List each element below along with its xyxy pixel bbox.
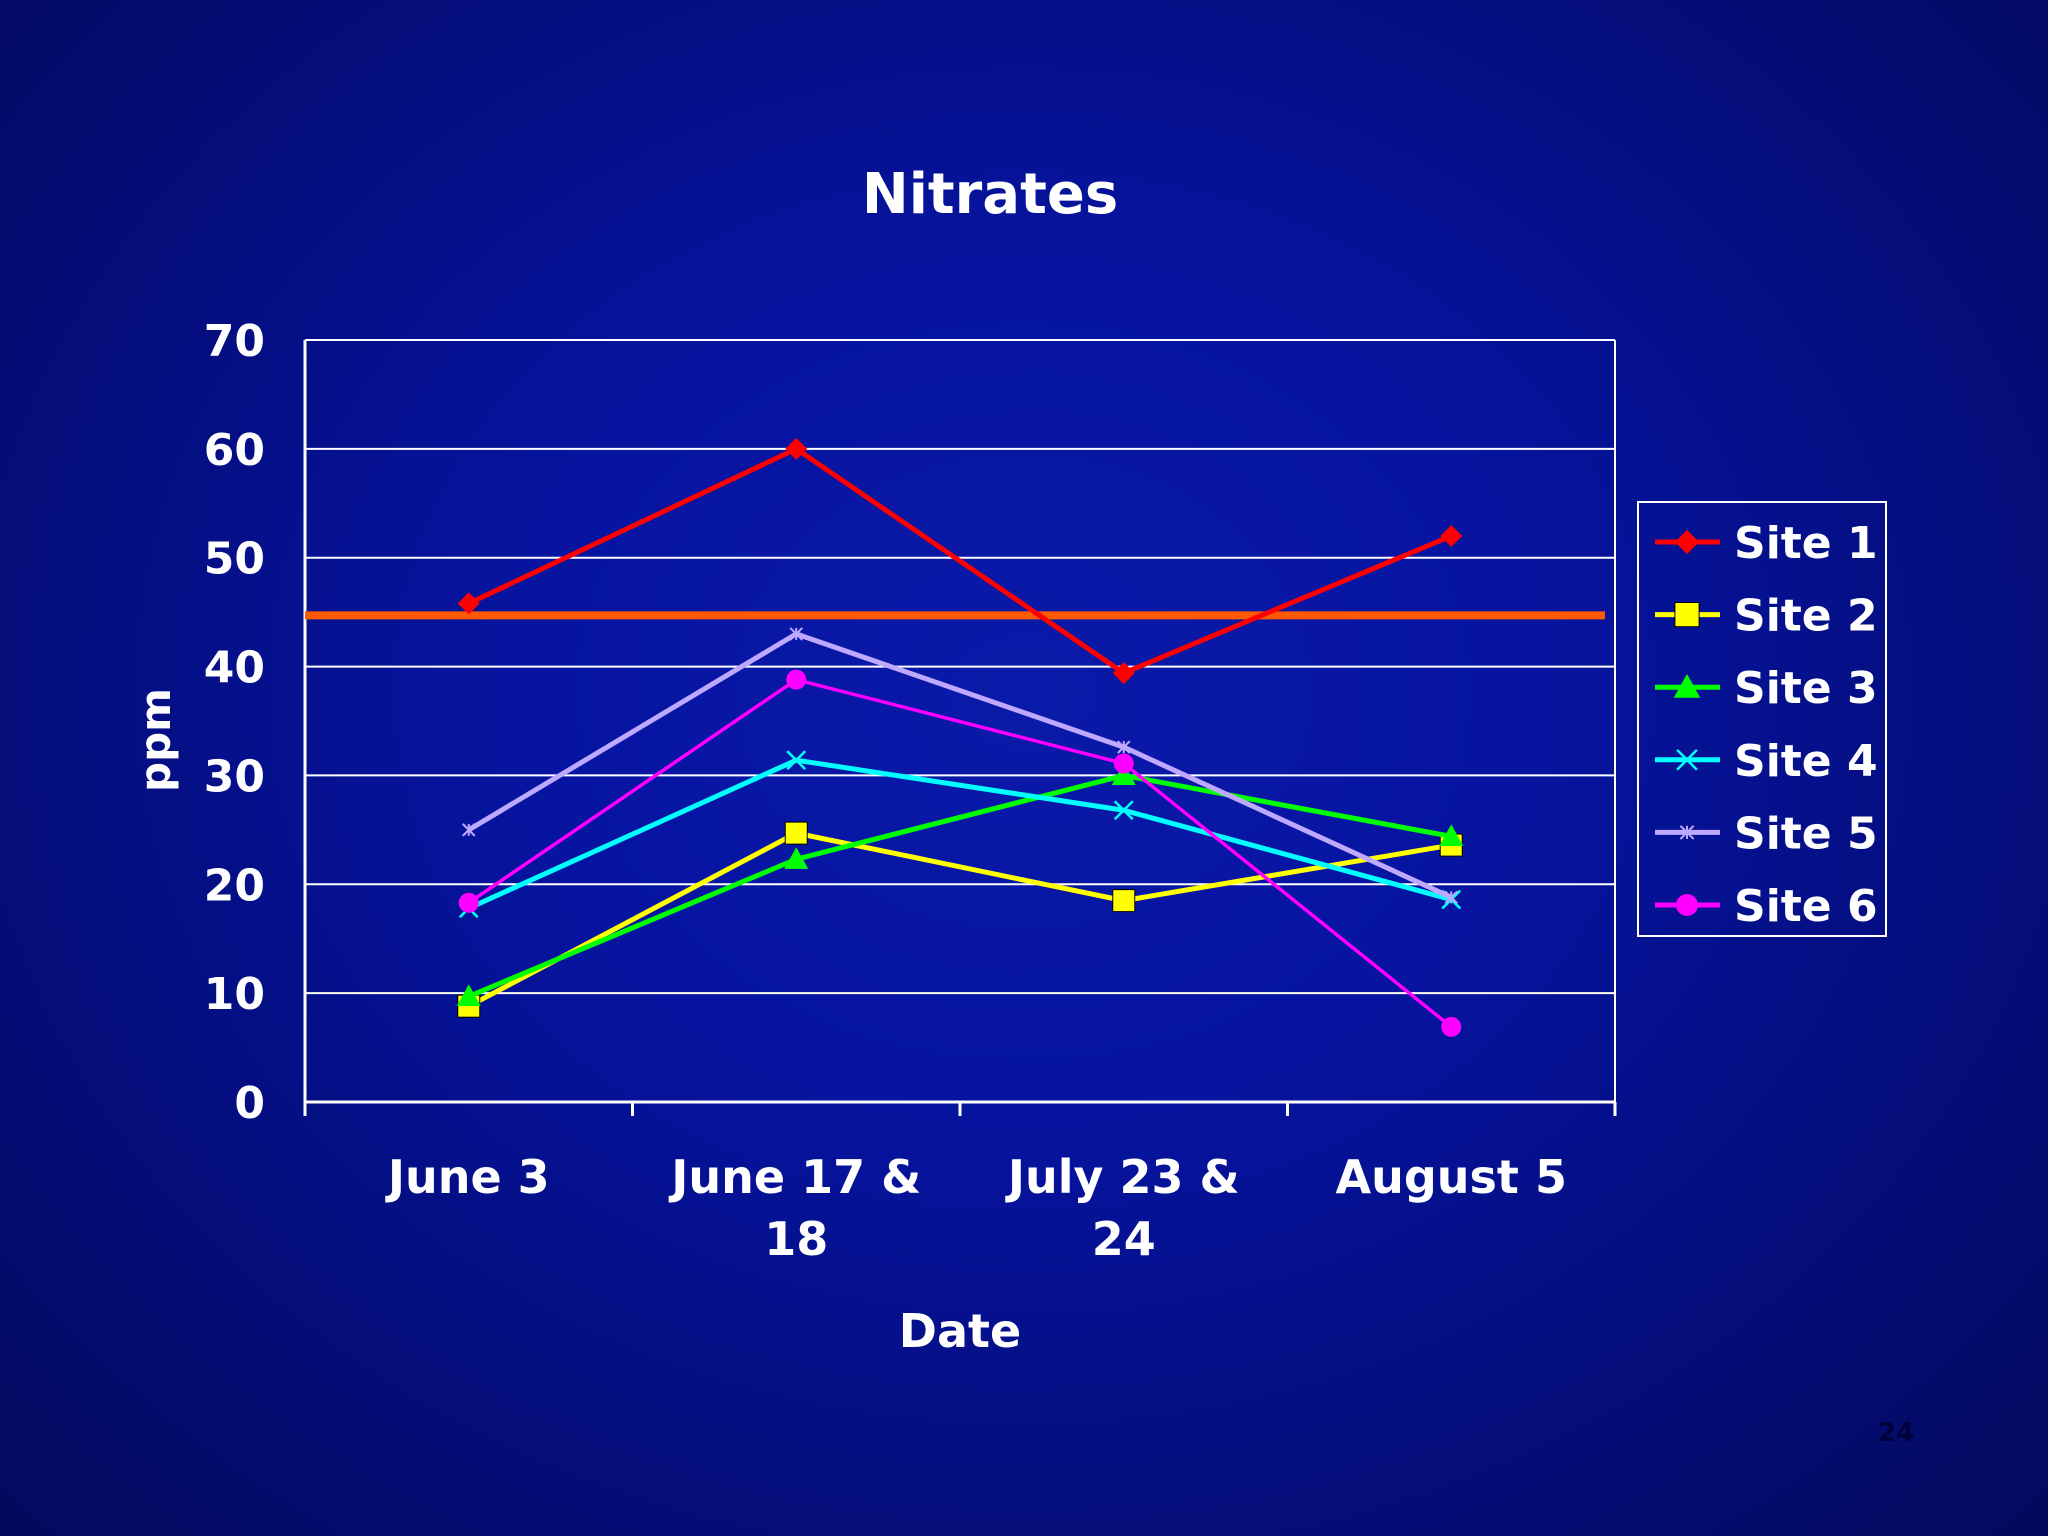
site-6-point [1113,753,1134,774]
legend-label-site-2: Site 2 [1734,591,1878,642]
x-tick-labels: June 3 June 17 & 18 July 23 & 24 August 5 [385,1150,1567,1266]
legend-label-site-6: Site 6 [1734,881,1878,932]
legend-item-site-3[interactable]: Site 3 [1655,663,1878,714]
site-6-point [1441,1016,1462,1037]
legend-item-site-6[interactable]: Site 6 [1655,881,1878,932]
site-1-point [785,437,808,460]
x-tick-label: June 3 [385,1150,550,1204]
x-tick-label-line: June 17 & [668,1150,921,1204]
series-site-6 [458,669,1462,1037]
legend-box [1637,501,1887,937]
series-site-1 [457,437,1463,685]
site-5-point [1444,890,1458,905]
y-tick-label-40: 40 [204,643,265,694]
site-2-line [467,830,1452,1009]
site-4-point [1113,800,1134,821]
site-3-point [1439,824,1464,846]
legend-item-site-1[interactable]: Site 1 [1655,518,1878,569]
page-number: 24 [1878,1418,1915,1448]
x-tick-label-line: July 23 & [1005,1150,1240,1204]
site-2-point [1112,889,1136,913]
marker-circle [1676,894,1698,916]
x-tick-label-line: June 3 [385,1150,550,1204]
site-5-point [462,823,476,837]
site-3-line [467,772,1452,999]
legend-item-site-4[interactable]: Site 4 [1655,736,1878,787]
x-tick-label-line: 18 [764,1212,828,1266]
site-5-line [467,631,1453,900]
x-tick-label-line: August 5 [1336,1150,1567,1204]
x-tick-label: July 23 & 24 [1005,1150,1240,1266]
series-site-5 [462,627,1458,905]
y-tick-labels: 0 10 20 30 40 50 60 70 [204,316,265,1129]
legend-label-site-3: Site 3 [1734,663,1878,714]
site-1-point [1440,524,1463,547]
y-tick-label-50: 50 [204,534,265,585]
y-tick-label-0: 0 [234,1078,265,1129]
series-site-3 [456,763,1464,1007]
site-1-line [467,446,1453,676]
legend-label-site-1: Site 1 [1734,518,1878,569]
site-6-line [467,677,1453,1029]
legend-label-site-5: Site 5 [1734,808,1878,859]
y-tick-label-20: 20 [204,860,265,911]
site-3-point [456,984,481,1007]
marker-x [1676,749,1698,771]
marker-x-stroke [1113,800,1134,821]
site-5-point [789,627,803,641]
x-axis-label: Date [899,1304,1021,1358]
legend-label-site-4: Site 4 [1734,736,1878,787]
marker-square [1674,602,1700,628]
x-tick-label-line: 24 [1092,1212,1156,1266]
site-1-point [1112,662,1135,685]
legend-item-site-2[interactable]: Site 2 [1655,591,1878,642]
chart-title: Nitrates [862,162,1118,227]
site-4-point [786,750,807,771]
site-4-line [467,757,1452,911]
site-6-point [458,892,479,913]
marker-x-stroke [786,750,807,771]
site-3-point [1111,763,1136,786]
series-group [456,437,1464,1037]
y-tick-label-30: 30 [204,751,265,802]
x-tick-label: June 17 & 18 [668,1150,921,1266]
site-6-point [786,669,807,690]
y-axis-label: ppm [131,688,180,792]
site-2-point [784,821,808,845]
y-tick-label-70: 70 [204,316,265,367]
marker-x-stroke [1676,749,1698,771]
y-tick-label-60: 60 [204,425,265,476]
site-1-point [457,592,480,615]
x-tick-label: August 5 [1336,1150,1567,1204]
marker-triangle [1673,674,1701,698]
marker-star [1679,825,1695,840]
legend[interactable]: Site 1 Site 2 Site 3 Site 4 Site 5 Site 6 [1637,501,1887,937]
site-5-point [1117,740,1131,754]
series-site-2 [457,821,1463,1018]
site-3-point [784,847,809,869]
legend-item-site-5[interactable]: Site 5 [1655,808,1878,859]
y-tick-label-10: 10 [204,969,265,1020]
marker-diamond [1674,529,1700,555]
axes [303,340,1617,1116]
